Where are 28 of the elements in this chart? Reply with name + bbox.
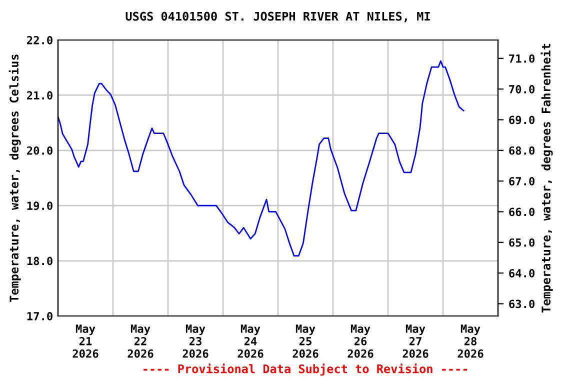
y2-tick-label: 63.0	[509, 300, 535, 308]
y2-tick-label: 67.0	[509, 177, 535, 186]
y2-tick-label: 68.0	[509, 146, 535, 155]
y-tick-label: 22.0	[27, 36, 52, 44]
y2-tick-label: 64.0	[509, 269, 535, 278]
y2-tick-label: 66.0	[509, 208, 535, 216]
x-tick-label: May 23 2026	[182, 324, 208, 358]
y-tick-label: 19.0	[27, 202, 52, 210]
x-tick-label: May 27 2026	[402, 324, 428, 358]
text: ---- Provisional Data Subject to Revision ----	[144, 364, 468, 376]
x-tick-label: May 21 2026	[72, 324, 98, 358]
y-tick-label: 18.0	[27, 256, 52, 266]
x-tick-label: May 28 2026	[458, 324, 484, 358]
x-tick-label: May 24 2026	[238, 324, 264, 358]
y-tick-label: 20.0	[27, 146, 52, 155]
y2-tick-label: 65.0	[509, 238, 535, 247]
y-tick-label: 21.0	[27, 91, 52, 100]
x-tick-label: May 25 2026	[292, 324, 318, 358]
y-axis-title: Temperature, water, degrees Celsius	[8, 54, 21, 302]
y2-tick-label: 69.0	[509, 116, 535, 124]
x-tick-label: May 22 2026	[128, 324, 154, 358]
y2-tick-label: 71.0	[509, 54, 535, 63]
line-series	[58, 60, 464, 257]
y2-tick-label: 70.0	[509, 85, 535, 94]
y2-axis-title: Temperature, water, degrees Fahrenheit	[540, 44, 553, 313]
y-tick-label: 17.0	[27, 312, 52, 320]
chart-title: USGS 04101500 ST. JOSEPH RIVER AT NILES, MI	[126, 12, 430, 22]
x-tick-label: May 26 2026	[348, 324, 374, 358]
